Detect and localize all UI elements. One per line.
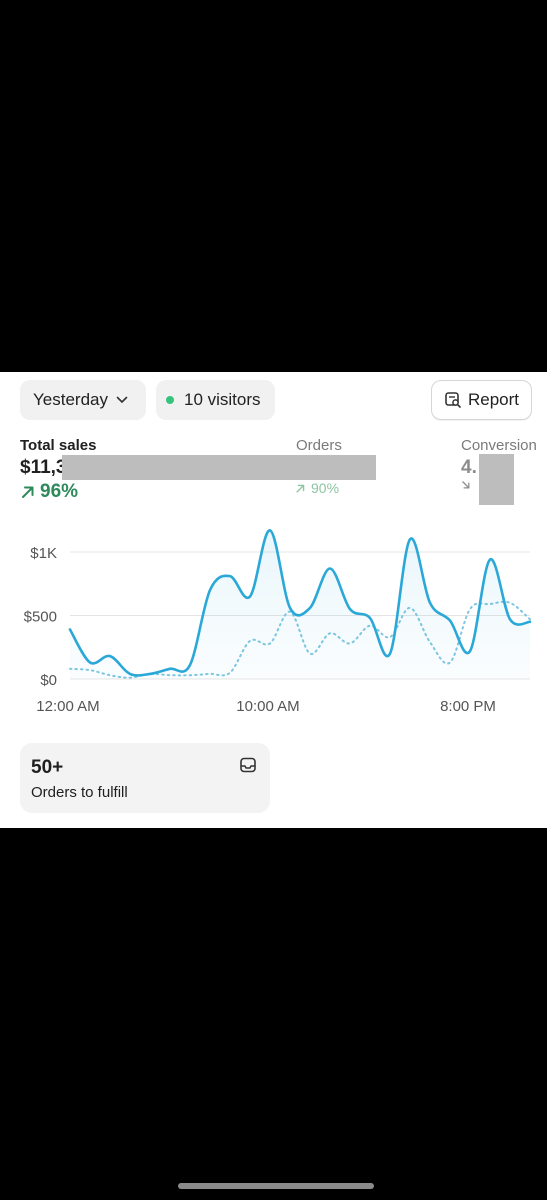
x-tick-label: 12:00 AM — [36, 698, 99, 715]
live-status-dot — [166, 396, 174, 404]
orders-delta: 90% — [295, 480, 339, 496]
visitors-label: 10 visitors — [184, 390, 261, 409]
total-sales-delta: 96% — [20, 481, 78, 503]
y-tick-label: $0 — [40, 672, 57, 689]
dashboard-panel: Yesterday 10 visitors Report Total sales… — [0, 372, 547, 828]
home-indicator[interactable] — [178, 1183, 374, 1189]
x-tick-label: 8:00 PM — [440, 698, 496, 715]
y-tick-label: $1K — [30, 545, 57, 562]
date-range-selector[interactable]: Yesterday — [20, 380, 146, 420]
date-range-label: Yesterday — [33, 390, 108, 409]
inbox-icon — [240, 757, 256, 773]
series-area — [70, 530, 530, 679]
arrow-down-right-icon — [462, 481, 470, 489]
conversion-value: 4. — [461, 457, 477, 478]
live-visitors-chip[interactable]: 10 visitors — [156, 380, 275, 420]
orders-to-fulfill-label: Orders to fulfill — [31, 784, 128, 801]
total-sales-value: $11,3 — [20, 457, 67, 478]
orders-label[interactable]: Orders — [296, 437, 342, 454]
report-button-label: Report — [467, 390, 520, 409]
x-tick-label: 10:00 AM — [236, 698, 299, 715]
y-tick-label: $500 — [24, 609, 57, 626]
sales-line-chart[interactable]: $0 $500 $1K 12:00 AM 10:00 AM 8:00 PM — [0, 522, 547, 722]
report-button[interactable]: Report — [431, 380, 532, 420]
chevron-down-icon — [116, 396, 128, 403]
total-sales-delta-value: 96% — [40, 481, 79, 502]
total-sales-label[interactable]: Total sales — [20, 437, 97, 454]
orders-to-fulfill-card[interactable]: 50+ Orders to fulfill — [20, 743, 270, 813]
conversion-label[interactable]: Conversion — [461, 437, 537, 454]
orders-delta-value: 90% — [311, 480, 340, 496]
report-search-icon — [445, 392, 461, 408]
orders-to-fulfill-count: 50+ — [31, 757, 64, 778]
arrow-up-right-icon — [296, 484, 305, 493]
conversion-delta — [461, 480, 471, 490]
redaction-box — [479, 454, 514, 505]
arrow-up-right-icon — [22, 486, 34, 498]
redaction-box — [62, 455, 376, 480]
series-line-current — [68, 529, 532, 677]
